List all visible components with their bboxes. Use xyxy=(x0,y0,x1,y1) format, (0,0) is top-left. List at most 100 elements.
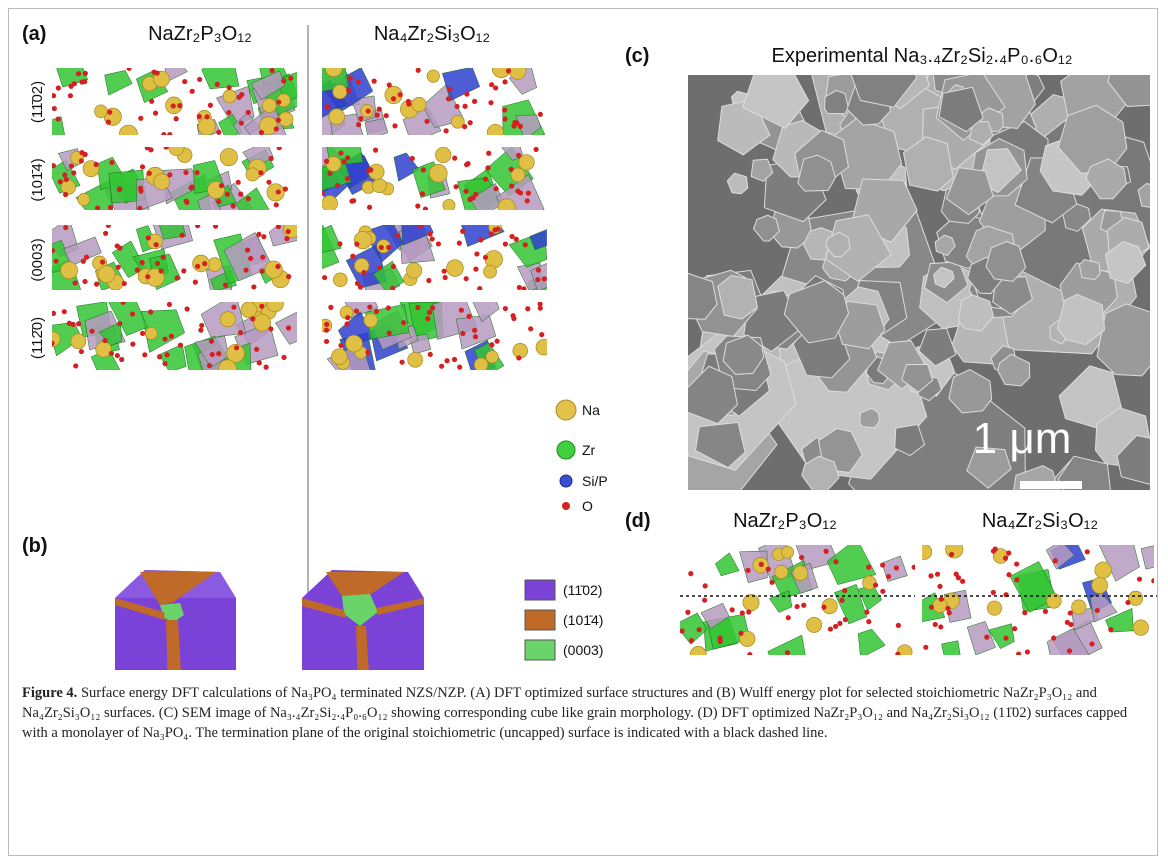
shape xyxy=(886,574,891,579)
shape xyxy=(79,79,84,84)
shape xyxy=(1006,572,1011,577)
shape xyxy=(1072,600,1086,614)
facet-legend: (11̄02) (101̄4) (0003) xyxy=(525,580,603,660)
shape xyxy=(62,172,67,177)
figure: (a) NaZr₂P₃O₁₂ Na₄Zr₂Si₃O₁₂ (11̄02) (101… xyxy=(0,0,1168,670)
shape xyxy=(821,605,826,610)
shape xyxy=(488,100,493,105)
shape xyxy=(208,103,213,108)
shape xyxy=(1003,635,1008,640)
shape xyxy=(105,70,133,95)
shape xyxy=(806,617,821,632)
shape xyxy=(377,107,382,112)
caption-label: Figure 4. xyxy=(22,685,77,701)
shape xyxy=(398,92,403,97)
shape xyxy=(174,116,179,121)
shape xyxy=(63,225,68,230)
shape xyxy=(430,236,435,241)
heading: NaZr₂P₃O₁₂ xyxy=(148,23,252,45)
shape xyxy=(1138,183,1161,208)
shape xyxy=(429,164,447,182)
scale-bar-label: 1 μm xyxy=(973,414,1072,463)
shape xyxy=(358,116,363,121)
shape xyxy=(1137,577,1142,582)
shape xyxy=(319,289,552,385)
shape xyxy=(130,342,135,347)
shape xyxy=(365,118,388,138)
shape xyxy=(49,140,288,230)
shape xyxy=(759,562,764,567)
shape xyxy=(231,203,236,208)
shape xyxy=(121,300,126,305)
shape xyxy=(468,120,473,125)
shape xyxy=(265,261,282,278)
shape xyxy=(225,192,230,197)
shape xyxy=(745,568,750,573)
shape xyxy=(1095,562,1112,579)
shape xyxy=(251,284,256,289)
shape xyxy=(71,170,76,175)
shape xyxy=(379,245,384,250)
shape xyxy=(83,152,88,157)
crystal-structure xyxy=(319,289,552,385)
shape xyxy=(220,312,235,327)
shape xyxy=(331,349,347,365)
shape xyxy=(275,264,280,269)
shape xyxy=(117,186,122,191)
shape xyxy=(509,63,526,80)
shape xyxy=(202,52,239,89)
crystal-structure xyxy=(45,289,306,385)
crystal-structure xyxy=(301,206,557,302)
heading: NaZr₂P₃O₁₂ xyxy=(733,510,837,532)
shape xyxy=(424,119,429,124)
shape xyxy=(239,121,244,126)
shape xyxy=(140,164,145,169)
shape xyxy=(257,360,262,365)
scale-bar xyxy=(1020,481,1082,489)
shape xyxy=(427,232,432,237)
shape xyxy=(387,330,392,335)
shape xyxy=(1068,610,1073,615)
shape xyxy=(498,199,515,216)
shape xyxy=(880,589,885,594)
shape xyxy=(361,270,366,275)
shape xyxy=(169,140,184,155)
shape xyxy=(62,309,67,314)
shape xyxy=(366,108,371,113)
shape xyxy=(117,321,122,326)
shape xyxy=(503,241,508,246)
shape xyxy=(71,334,86,349)
shape xyxy=(689,638,694,643)
shape xyxy=(98,266,115,283)
shape xyxy=(283,186,288,191)
shape xyxy=(324,328,329,333)
shape xyxy=(464,91,469,96)
shape xyxy=(1079,260,1100,280)
shape xyxy=(679,628,684,633)
shape xyxy=(472,99,477,104)
shape xyxy=(329,109,345,125)
shape xyxy=(415,305,420,310)
shape xyxy=(738,631,743,636)
shape xyxy=(286,274,291,279)
shape xyxy=(216,199,221,204)
shape xyxy=(208,258,222,272)
shape xyxy=(880,562,885,567)
panel-label: (c) xyxy=(625,45,649,67)
shape xyxy=(542,276,547,281)
shape xyxy=(258,170,263,175)
shape xyxy=(269,156,274,161)
shape xyxy=(991,548,996,553)
shape xyxy=(506,68,511,73)
shape xyxy=(122,281,127,286)
shape xyxy=(895,652,900,657)
shape xyxy=(354,242,359,247)
shape xyxy=(276,189,281,194)
shape xyxy=(775,565,788,578)
shape xyxy=(351,198,356,203)
shape xyxy=(459,308,464,313)
shape xyxy=(912,565,917,570)
shape xyxy=(79,349,84,354)
shape xyxy=(703,583,708,588)
shape xyxy=(377,265,382,270)
